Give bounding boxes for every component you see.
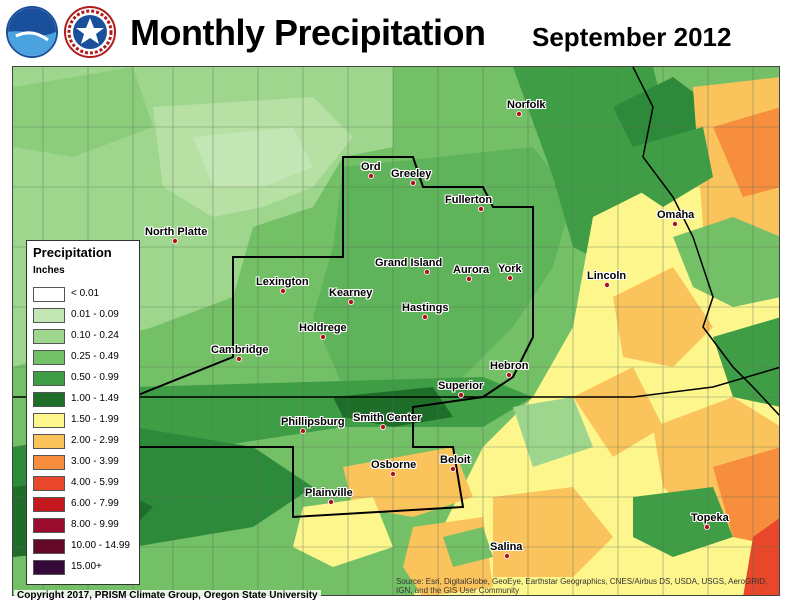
copyright-notice: Copyright 2017, PRISM Climate Group, Ore… bbox=[14, 590, 321, 601]
city-grand-island[interactable]: Grand Island bbox=[375, 257, 443, 269]
legend-label: 3.00 - 3.99 bbox=[71, 456, 119, 467]
map-legend: Precipitation Inches < 0.01 0.01 - 0.09 0.… bbox=[26, 240, 140, 585]
legend-title: Precipitation bbox=[33, 245, 112, 260]
legend-swatch bbox=[33, 392, 65, 407]
legend-class: 0.10 - 0.24 bbox=[33, 329, 137, 344]
legend-class: < 0.01 bbox=[33, 287, 137, 302]
city-ord[interactable]: Ord bbox=[361, 161, 381, 173]
city-smith-center[interactable]: Smith Center bbox=[353, 412, 422, 424]
legend-swatch bbox=[33, 560, 65, 575]
map-canvas bbox=[13, 67, 779, 595]
legend-swatch bbox=[33, 350, 65, 365]
city-lexington[interactable]: Lexington bbox=[256, 276, 309, 288]
legend-swatch bbox=[33, 539, 65, 554]
city-cambridge[interactable]: Cambridge bbox=[211, 344, 269, 356]
city-topeka[interactable]: Topeka bbox=[691, 512, 729, 524]
noaa-logo bbox=[6, 6, 58, 58]
legend-label: 1.00 - 1.49 bbox=[71, 393, 119, 404]
city-hebron[interactable]: Hebron bbox=[490, 360, 529, 372]
legend-class: 3.00 - 3.99 bbox=[33, 455, 137, 470]
legend-class: 0.50 - 0.99 bbox=[33, 371, 137, 386]
city-osborne[interactable]: Osborne bbox=[371, 459, 417, 471]
city-greeley[interactable]: Greeley bbox=[391, 168, 432, 180]
legend-swatch bbox=[33, 329, 65, 344]
legend-label: 0.01 - 0.09 bbox=[71, 309, 119, 320]
city-north-platte[interactable]: North Platte bbox=[145, 226, 208, 238]
city-superior[interactable]: Superior bbox=[438, 380, 484, 392]
legend-swatch bbox=[33, 518, 65, 533]
city-lincoln[interactable]: Lincoln bbox=[587, 270, 627, 282]
legend-label: 4.00 - 5.99 bbox=[71, 477, 119, 488]
legend-label: 2.00 - 2.99 bbox=[71, 435, 119, 446]
legend-label: 6.00 - 7.99 bbox=[71, 498, 119, 509]
header: Monthly Precipitation September 2012 bbox=[0, 0, 792, 66]
legend-label: < 0.01 bbox=[71, 288, 100, 299]
legend-class: 0.25 - 0.49 bbox=[33, 350, 137, 365]
city-omaha[interactable]: Omaha bbox=[657, 209, 695, 221]
map-title: Monthly Precipitation bbox=[130, 12, 486, 53]
legend-class: 15.00+ bbox=[33, 560, 137, 575]
legend-swatch bbox=[33, 497, 65, 512]
legend-label: 10.00 - 14.99 bbox=[71, 540, 130, 551]
legend-label: 0.10 - 0.24 bbox=[71, 330, 119, 341]
city-beloit[interactable]: Beloit bbox=[440, 454, 471, 466]
legend-class: 8.00 - 9.99 bbox=[33, 518, 137, 533]
legend-label: 8.00 - 9.99 bbox=[71, 519, 119, 530]
city-aurora[interactable]: Aurora bbox=[453, 264, 490, 276]
city-hastings[interactable]: Hastings bbox=[402, 302, 449, 314]
city-fullerton[interactable]: Fullerton bbox=[445, 194, 493, 206]
city-kearney[interactable]: Kearney bbox=[329, 287, 373, 299]
legend-units: Inches bbox=[33, 265, 65, 276]
legend-swatch bbox=[33, 455, 65, 470]
legend-swatch bbox=[33, 413, 65, 428]
legend-label: 0.50 - 0.99 bbox=[71, 372, 119, 383]
legend-class: 4.00 - 5.99 bbox=[33, 476, 137, 491]
city-salina[interactable]: Salina bbox=[490, 541, 523, 553]
legend-class: 1.50 - 1.99 bbox=[33, 413, 137, 428]
precipitation-map[interactable]: Norfolk Ord Greeley Fullerton Omaha Nort… bbox=[12, 66, 780, 596]
city-york[interactable]: York bbox=[498, 263, 522, 275]
legend-class: 1.00 - 1.49 bbox=[33, 392, 137, 407]
legend-label: 1.50 - 1.99 bbox=[71, 414, 119, 425]
city-plainville[interactable]: Plainville bbox=[305, 487, 353, 499]
legend-swatch bbox=[33, 287, 65, 302]
city-phillipsburg[interactable]: Phillipsburg bbox=[281, 416, 345, 428]
legend-swatch bbox=[33, 371, 65, 386]
map-date: September 2012 bbox=[532, 22, 732, 52]
map-attribution: Source: Esri, DigitalGlobe, GeoEye, Eart… bbox=[396, 577, 768, 595]
city-norfolk[interactable]: Norfolk bbox=[507, 99, 546, 111]
legend-swatch bbox=[33, 434, 65, 449]
city-holdrege[interactable]: Holdrege bbox=[299, 322, 347, 334]
legend-class: 2.00 - 2.99 bbox=[33, 434, 137, 449]
legend-class: 10.00 - 14.99 bbox=[33, 539, 137, 554]
legend-swatch bbox=[33, 476, 65, 491]
legend-class: 6.00 - 7.99 bbox=[33, 497, 137, 512]
nws-logo bbox=[64, 6, 116, 58]
legend-swatch bbox=[33, 308, 65, 323]
legend-class: 0.01 - 0.09 bbox=[33, 308, 137, 323]
legend-label: 0.25 - 0.49 bbox=[71, 351, 119, 362]
legend-label: 15.00+ bbox=[71, 561, 102, 572]
